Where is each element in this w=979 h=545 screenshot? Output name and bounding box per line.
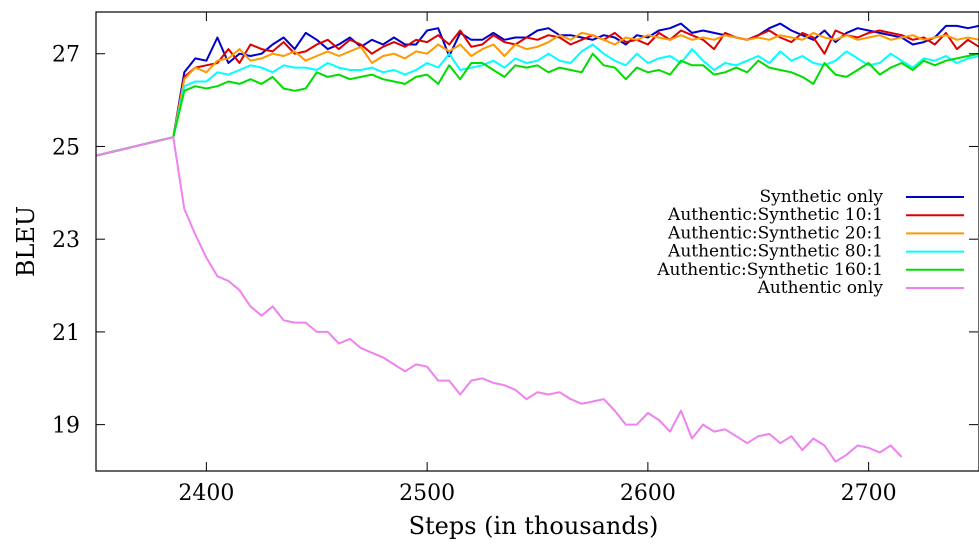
series-line-4	[96, 43, 979, 157]
plot-frame	[95, 11, 979, 472]
y-tick-label: 25	[52, 135, 80, 160]
x-axis-title: Steps (in thousands)	[409, 512, 659, 540]
y-tick-label: 21	[52, 321, 80, 346]
legend-label-4: Authentic:Synthetic 80:1	[667, 242, 883, 262]
y-axis-title: BLEU	[12, 206, 40, 277]
series-line-1	[96, 22, 979, 157]
series-line-5	[96, 52, 979, 157]
y-tick-label: 27	[52, 43, 80, 68]
legend-label-5: Authentic:Synthetic 160:1	[656, 260, 883, 280]
series-line-6	[96, 136, 903, 463]
ticks-layer: 2400 2500 2600 2700 19 21 23 25 27	[52, 12, 978, 506]
series-line-3	[96, 31, 979, 157]
series-line-2	[96, 29, 979, 157]
x-tick-label: 2500	[399, 481, 455, 506]
series-layer	[96, 22, 979, 463]
x-tick-label: 2400	[178, 481, 234, 506]
legend-label-6: Authentic only	[757, 278, 884, 298]
y-tick-label: 23	[52, 228, 80, 253]
x-tick-label: 2600	[620, 481, 676, 506]
legend-label-1: Synthetic only	[760, 187, 884, 207]
legend-label-3: Authentic:Synthetic 20:1	[667, 223, 883, 243]
x-tick-label: 2700	[841, 481, 897, 506]
legend-label-2: Authentic:Synthetic 10:1	[667, 205, 883, 225]
y-tick-label: 19	[52, 414, 80, 439]
